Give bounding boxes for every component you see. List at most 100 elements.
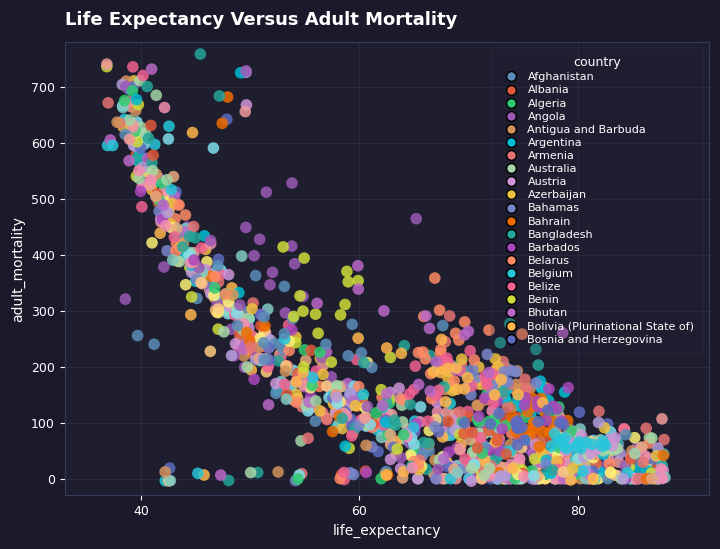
Point	[250, 355, 261, 363]
Point	[582, 449, 594, 458]
Point	[567, 464, 579, 473]
Point	[469, 447, 480, 456]
Point	[509, 384, 521, 393]
Point	[596, 446, 608, 455]
Point	[585, 450, 597, 458]
Point	[480, 395, 491, 404]
Point	[478, 442, 490, 451]
Point	[188, 248, 199, 257]
Point	[300, 356, 312, 365]
Point	[466, 477, 477, 485]
Point	[495, 472, 507, 480]
Point	[487, 385, 498, 394]
Point	[413, 380, 425, 389]
Point	[487, 407, 498, 416]
Point	[604, 460, 616, 468]
Point	[500, 362, 511, 371]
Point	[279, 329, 290, 338]
Point	[547, 417, 559, 426]
Point	[439, 452, 451, 461]
Point	[642, 466, 654, 475]
Point	[597, 439, 608, 447]
Point	[653, 474, 665, 483]
Point	[651, 474, 662, 483]
Point	[453, 335, 464, 344]
Point	[402, 424, 414, 433]
Point	[494, 450, 505, 459]
Point	[347, 429, 359, 438]
Point	[588, 474, 599, 483]
Point	[381, 389, 392, 398]
Point	[585, 467, 597, 475]
Point	[124, 116, 135, 125]
Point	[558, 442, 570, 451]
Point	[643, 474, 654, 483]
Point	[570, 457, 581, 466]
Point	[375, 474, 387, 483]
Point	[477, 441, 489, 450]
Point	[282, 361, 293, 370]
Point	[163, 135, 174, 143]
Point	[239, 363, 251, 372]
Point	[245, 468, 256, 477]
Point	[414, 417, 426, 426]
Point	[490, 438, 502, 446]
Point	[639, 474, 651, 483]
Point	[366, 423, 378, 432]
Point	[482, 389, 493, 398]
Point	[145, 178, 156, 187]
Point	[195, 278, 207, 287]
Point	[361, 468, 372, 477]
Point	[436, 415, 447, 424]
Point	[500, 385, 511, 394]
Point	[343, 444, 355, 453]
Point	[209, 271, 220, 280]
Point	[158, 200, 169, 209]
X-axis label: life_expectancy: life_expectancy	[333, 524, 441, 538]
Point	[287, 178, 298, 187]
Point	[228, 290, 239, 299]
Point	[320, 340, 332, 349]
Point	[451, 385, 463, 394]
Point	[577, 467, 588, 475]
Point	[117, 103, 129, 112]
Point	[408, 423, 419, 432]
Point	[477, 449, 488, 457]
Point	[189, 233, 201, 242]
Point	[511, 367, 523, 376]
Point	[284, 346, 295, 355]
Point	[297, 368, 309, 377]
Point	[207, 274, 219, 283]
Point	[443, 448, 454, 457]
Point	[263, 360, 274, 368]
Point	[541, 384, 552, 393]
Point	[334, 474, 346, 483]
Point	[465, 390, 477, 399]
Point	[256, 310, 267, 319]
Point	[180, 281, 192, 289]
Point	[148, 340, 160, 349]
Point	[472, 401, 484, 410]
Point	[577, 468, 589, 477]
Point	[629, 449, 640, 458]
Point	[451, 461, 463, 470]
Point	[338, 468, 350, 477]
Point	[652, 444, 664, 452]
Point	[334, 383, 346, 391]
Point	[575, 436, 586, 445]
Point	[405, 439, 416, 447]
Point	[526, 474, 537, 483]
Point	[463, 474, 474, 483]
Point	[605, 428, 616, 436]
Point	[189, 261, 201, 270]
Point	[263, 344, 274, 352]
Point	[432, 362, 444, 371]
Point	[588, 474, 599, 483]
Point	[353, 285, 364, 294]
Point	[463, 382, 474, 391]
Point	[531, 433, 542, 442]
Point	[212, 325, 224, 334]
Point	[495, 338, 506, 347]
Point	[351, 394, 363, 402]
Point	[117, 102, 128, 110]
